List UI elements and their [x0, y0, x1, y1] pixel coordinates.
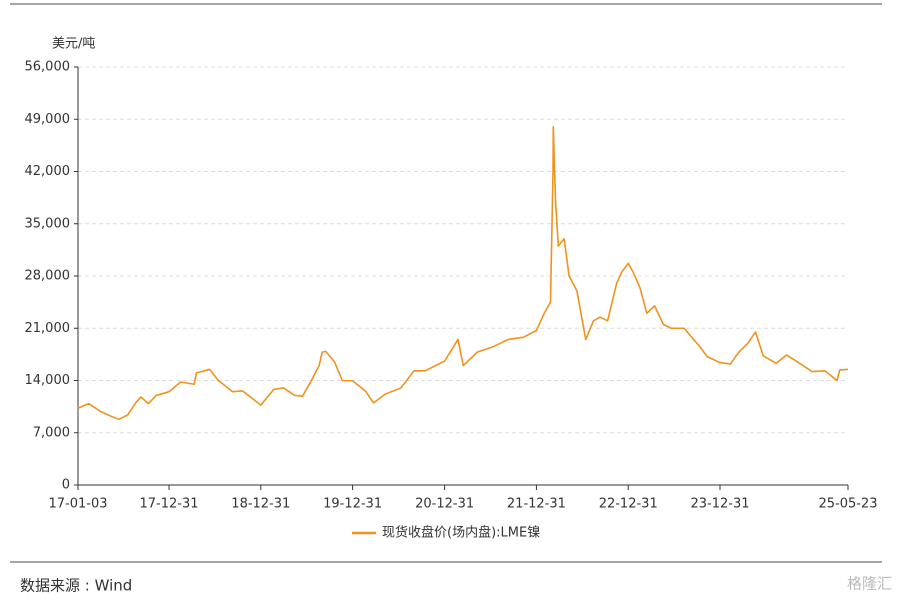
x-tick-label: 23-12-31	[690, 497, 749, 512]
y-tick-label: 28,000	[25, 269, 71, 284]
y-tick-label: 42,000	[25, 164, 71, 179]
x-tick-label: 21-12-31	[507, 497, 566, 512]
y-tick-label: 0	[62, 478, 70, 493]
line-series	[77, 125, 849, 421]
y-tick-label: 49,000	[25, 112, 71, 127]
y-tick-label: 56,000	[25, 60, 71, 75]
source-note: 数据来源 : Wind	[20, 577, 132, 595]
x-tick-label: 17-12-31	[140, 497, 199, 512]
x-tick-label: 19-12-31	[323, 497, 382, 512]
x-tick-label: 25-05-23	[818, 497, 877, 512]
x-tick-label: 20-12-31	[415, 497, 474, 512]
y-tick-label: 7,000	[33, 425, 70, 440]
y-tick-label: 35,000	[25, 216, 71, 231]
watermark: 格隆汇	[847, 575, 892, 593]
y-tick-label: 14,000	[25, 373, 71, 388]
x-tick-label: 18-12-31	[231, 497, 290, 512]
y-tick-label: 21,000	[25, 321, 71, 336]
y-axis-label: 美元/吨	[52, 37, 95, 52]
legend-label: 现货收盘价(场内盘):LME镍	[382, 525, 540, 541]
x-tick-label: 22-12-31	[599, 497, 658, 512]
x-tick-label: 17-01-03	[48, 497, 107, 512]
